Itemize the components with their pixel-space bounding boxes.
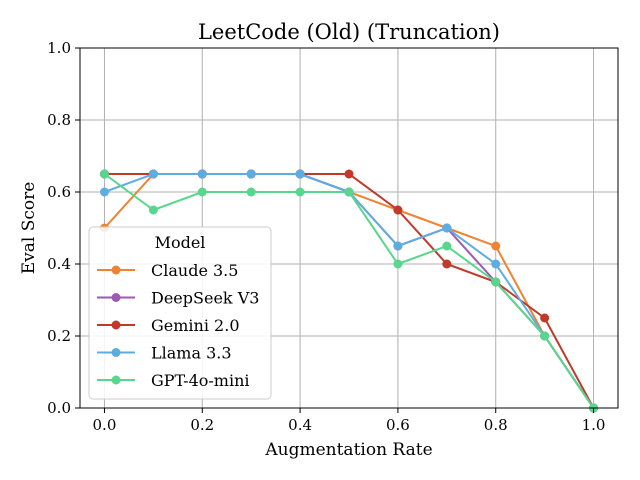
data-point [344, 169, 354, 179]
series-gpt-4o-mini [99, 169, 599, 413]
legend-item: Claude 3.5 [97, 261, 238, 280]
plot-frame [79, 47, 619, 409]
legend-swatch-marker [111, 348, 121, 357]
legend-swatch-marker [111, 320, 121, 330]
data-point [148, 169, 158, 179]
data-point [295, 169, 305, 179]
data-point [393, 205, 403, 215]
data-point [491, 277, 501, 287]
x-tick-label: 1.0 [582, 416, 606, 434]
data-point [99, 169, 109, 179]
data-point [442, 259, 452, 269]
x-tick-label: 0.6 [386, 416, 410, 434]
x-axis-label: Augmentation Rate [264, 440, 432, 460]
x-tick-label: 0.8 [484, 416, 508, 434]
legend-label: Llama 3.3 [151, 344, 232, 363]
data-point [442, 241, 452, 251]
legend-items: Claude 3.5 DeepSeek V3 Gemini 2.0 Llama 3.3… [97, 261, 259, 390]
data-point [491, 259, 501, 269]
data-point [442, 223, 452, 233]
y-axis-label: Eval Score [19, 182, 39, 275]
legend-item: GPT-4o-mini [97, 371, 250, 390]
legend-item: Gemini 2.0 [97, 316, 240, 335]
data-point [540, 331, 550, 341]
ticks: 0.0 0.2 0.4 0.6 0.8 1.0 0.0 0.2 0.4 0.6 0.8 1.0 [47, 39, 605, 434]
x-tick-label: 0.2 [190, 416, 214, 434]
y-tick-label: 0.0 [47, 399, 71, 417]
legend-label: GPT-4o-mini [151, 371, 250, 390]
legend-label: DeepSeek V3 [151, 289, 259, 308]
y-tick-label: 1.0 [47, 39, 71, 57]
legend-item: DeepSeek V3 [97, 289, 259, 308]
legend-label: Gemini 2.0 [151, 316, 240, 335]
x-tick-label: 0.4 [288, 416, 312, 434]
data-point [246, 169, 256, 179]
data-point [540, 313, 550, 323]
data-point [99, 187, 109, 197]
legend-item: Llama 3.3 [97, 344, 232, 363]
data-point [295, 187, 305, 197]
legend-swatch-marker [111, 293, 121, 302]
legend-swatch-marker [111, 375, 121, 385]
x-tick-label: 0.0 [93, 416, 117, 434]
legend-label: Claude 3.5 [151, 261, 238, 280]
data-point [344, 187, 354, 197]
y-tick-label: 0.6 [47, 183, 71, 201]
data-point [393, 241, 403, 251]
series-layer [99, 169, 599, 413]
data-point [393, 259, 403, 269]
data-point [246, 187, 256, 197]
legend-swatch-marker [111, 265, 121, 275]
chart-title: LeetCode (Old) (Truncation) [198, 20, 500, 44]
data-point [491, 241, 501, 251]
data-point [148, 205, 158, 215]
legend: Model Claude 3.5 DeepSeek V3 Gemini 2.0 Lla… [88, 226, 272, 400]
y-tick-label: 0.4 [47, 255, 71, 273]
y-tick-label: 0.8 [47, 111, 71, 129]
y-tick-label: 0.2 [47, 327, 71, 345]
data-point [197, 169, 207, 179]
legend-title: Model [155, 233, 206, 252]
data-point [197, 187, 207, 197]
